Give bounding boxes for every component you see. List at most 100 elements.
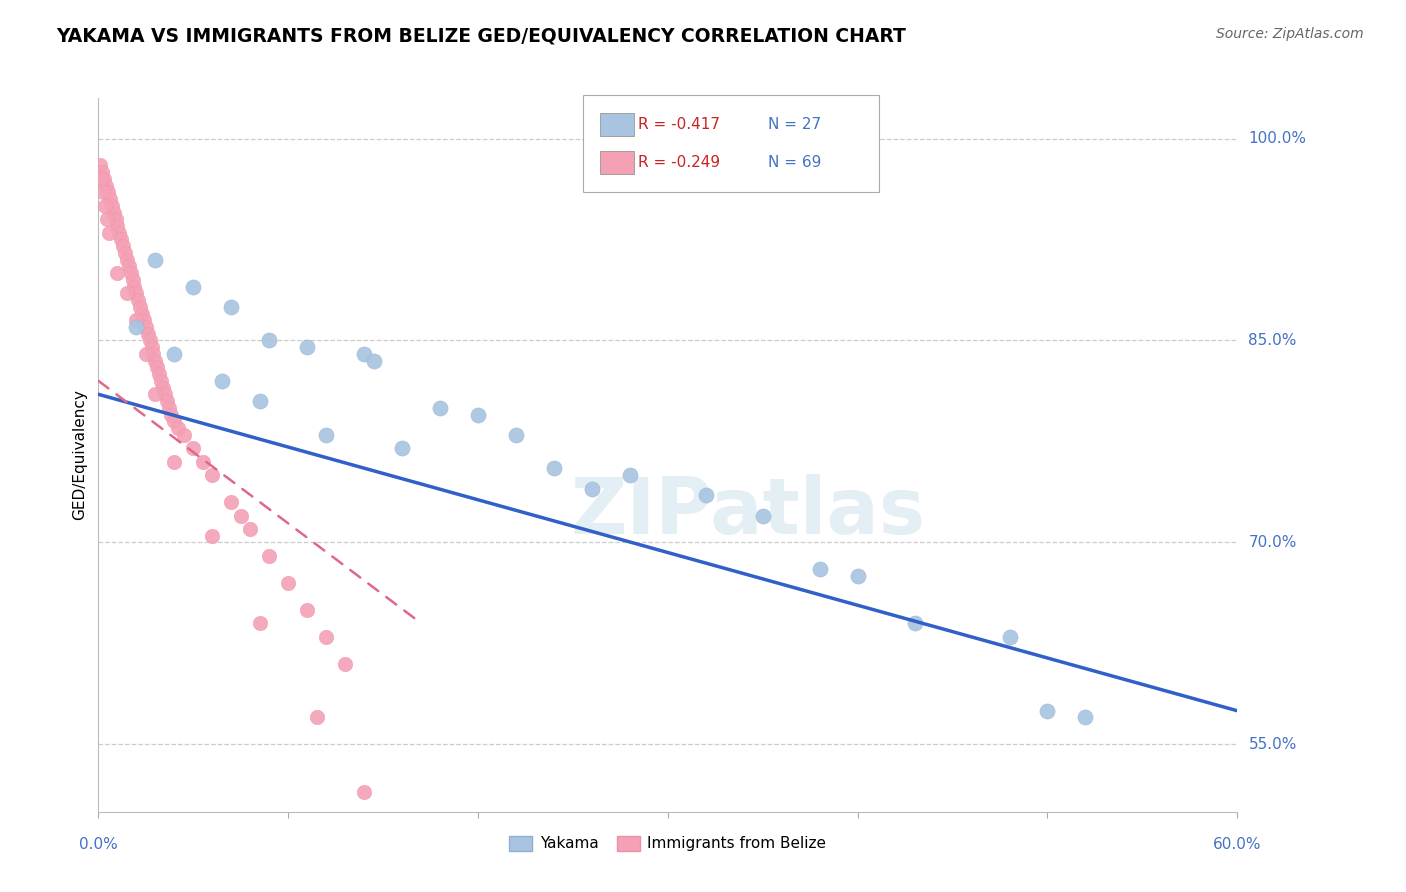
Point	[96, 212, 118, 227]
Point	[91, 165, 114, 179]
Point	[145, 353, 167, 368]
Point	[89, 158, 111, 172]
Point	[315, 630, 337, 644]
Point	[305, 710, 328, 724]
Point	[90, 172, 112, 186]
Point	[1074, 710, 1097, 724]
Text: YAKAMA VS IMMIGRANTS FROM BELIZE GED/EQUIVALENCY CORRELATION CHART: YAKAMA VS IMMIGRANTS FROM BELIZE GED/EQU…	[56, 27, 905, 45]
Point	[191, 455, 214, 469]
Point	[108, 226, 131, 240]
Point	[125, 313, 148, 327]
Point	[150, 374, 173, 388]
Point	[159, 408, 181, 422]
Point	[97, 226, 120, 240]
Point	[98, 192, 121, 206]
Point	[157, 401, 180, 415]
Point	[114, 246, 136, 260]
Point	[221, 300, 243, 314]
Point	[132, 313, 155, 327]
Point	[201, 468, 224, 483]
Text: R = -0.417: R = -0.417	[638, 118, 720, 132]
Point	[695, 488, 717, 502]
Y-axis label: GED/Equivalency: GED/Equivalency	[72, 390, 87, 520]
Point	[229, 508, 252, 523]
Point	[94, 178, 117, 193]
Point	[353, 347, 375, 361]
Text: 55.0%: 55.0%	[1249, 737, 1296, 752]
Point	[1036, 704, 1059, 718]
Point	[148, 367, 170, 381]
Point	[998, 630, 1021, 644]
Point	[127, 293, 149, 307]
Point	[904, 616, 927, 631]
Point	[259, 334, 281, 348]
Text: ZIPatlas: ZIPatlas	[569, 474, 925, 550]
Point	[211, 374, 233, 388]
Point	[163, 347, 186, 361]
Point	[808, 562, 831, 576]
Point	[335, 657, 357, 671]
Point	[467, 408, 489, 422]
Point	[183, 279, 205, 293]
Point	[91, 186, 114, 200]
Point	[136, 326, 159, 341]
Point	[156, 394, 179, 409]
Text: 0.0%: 0.0%	[79, 837, 118, 852]
Point	[145, 387, 167, 401]
Text: 70.0%: 70.0%	[1249, 535, 1296, 550]
Point	[100, 199, 122, 213]
Point	[429, 401, 451, 415]
Point	[153, 387, 176, 401]
Point	[505, 427, 527, 442]
Point	[141, 340, 163, 354]
Point	[353, 784, 375, 798]
Point	[163, 414, 186, 428]
Point	[619, 468, 641, 483]
Text: N = 27: N = 27	[768, 118, 821, 132]
Point	[135, 320, 157, 334]
Point	[115, 252, 138, 267]
Point	[167, 421, 190, 435]
Point	[152, 381, 174, 395]
Text: 100.0%: 100.0%	[1249, 131, 1306, 146]
Point	[124, 279, 146, 293]
Point	[112, 239, 135, 253]
Text: 85.0%: 85.0%	[1249, 333, 1296, 348]
Point	[146, 360, 169, 375]
Point	[97, 186, 120, 200]
Point	[125, 286, 148, 301]
Text: R = -0.249: R = -0.249	[638, 155, 720, 169]
Point	[249, 394, 271, 409]
Text: 60.0%: 60.0%	[1213, 837, 1261, 852]
Point	[363, 353, 385, 368]
Point	[221, 495, 243, 509]
Point	[135, 347, 157, 361]
Point	[249, 616, 271, 631]
Point	[104, 212, 127, 227]
Point	[201, 529, 224, 543]
Point	[173, 427, 195, 442]
Point	[239, 522, 262, 536]
Point	[118, 260, 141, 274]
Point	[163, 455, 186, 469]
Point	[94, 199, 117, 213]
Point	[543, 461, 565, 475]
Point	[131, 307, 153, 321]
Legend: Yakama, Immigrants from Belize: Yakama, Immigrants from Belize	[503, 830, 832, 857]
Point	[183, 441, 205, 455]
Point	[752, 508, 775, 523]
Point	[297, 340, 319, 354]
Point	[115, 286, 138, 301]
Point	[129, 300, 152, 314]
Point	[103, 205, 125, 219]
Point	[107, 266, 129, 280]
Point	[93, 172, 115, 186]
Point	[277, 575, 299, 590]
Point	[110, 232, 132, 246]
Text: Source: ZipAtlas.com: Source: ZipAtlas.com	[1216, 27, 1364, 41]
Point	[315, 427, 337, 442]
Point	[138, 334, 160, 348]
Point	[259, 549, 281, 563]
Point	[297, 603, 319, 617]
Point	[391, 441, 413, 455]
